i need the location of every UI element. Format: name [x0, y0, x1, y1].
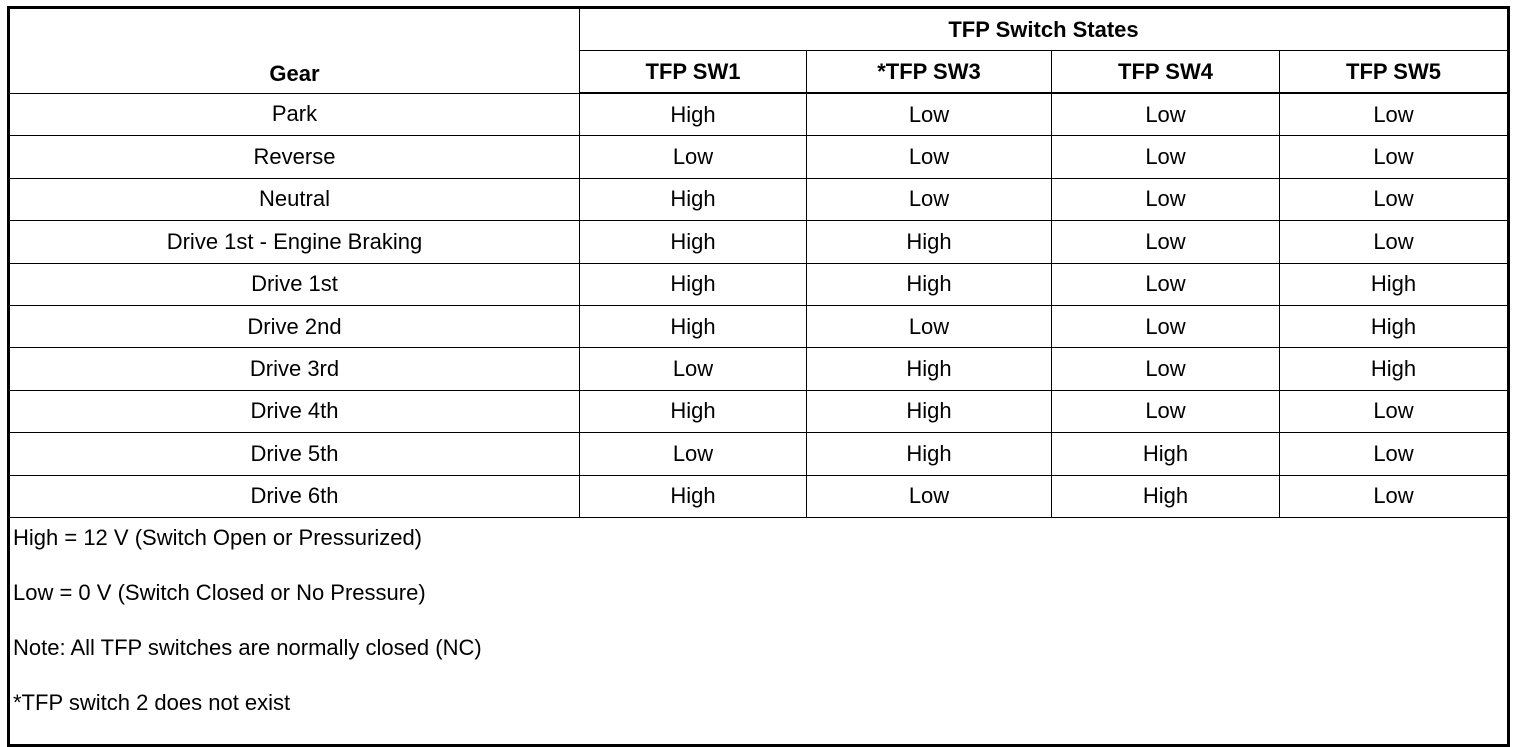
note: *TFP switch 2 does not exist [13, 689, 291, 715]
state-cell: High [1279, 262, 1509, 306]
notes-cell: High = 12 V (Switch Open or Pressurized)… [8, 516, 1509, 746]
note: High = 12 V (Switch Open or Pressurized) [13, 524, 423, 550]
state-cell: Low [1051, 177, 1280, 222]
column-header: *TFP SW3 [806, 50, 1052, 94]
state-cell: High [579, 304, 807, 349]
table-row: Drive 1st High High Low High [8, 262, 1509, 306]
state-cell: High [806, 432, 1052, 476]
state-cell: High [806, 347, 1052, 391]
gear-cell: Park [8, 92, 580, 137]
gear-cell: Drive 2nd [8, 304, 580, 349]
column-header: Gear [8, 7, 580, 94]
table-row: Park High Low Low Low [8, 92, 1509, 137]
state-cell: High [806, 262, 1052, 306]
table-row: Drive 3rd Low High Low High [8, 347, 1509, 391]
state-cell: High [1051, 432, 1280, 476]
note: Low = 0 V (Switch Closed or No Pressure) [13, 579, 426, 605]
state-cell: Low [806, 474, 1052, 518]
state-cell: Low [1279, 135, 1509, 179]
table-row: Neutral High Low Low Low [8, 177, 1509, 222]
state-cell: Low [1051, 304, 1280, 349]
state-cell: High [579, 389, 807, 434]
header-row: Gear TFP Switch States [8, 7, 1509, 94]
page: Gear TFP Switch States TFP SW1 *TFP SW3 TF… [7, 6, 1510, 747]
gear-cell: Drive 1st - Engine Braking [8, 220, 580, 264]
table-row: Drive 5th Low High High Low [8, 432, 1509, 476]
state-cell: Low [579, 432, 807, 476]
state-cell: High [1279, 304, 1509, 349]
table-row: Reverse Low Low Low Low [8, 135, 1509, 179]
column-header: TFP SW5 [1279, 50, 1509, 94]
group-header: TFP Switch States [579, 7, 1509, 51]
note: Note: All TFP switches are normally clos… [13, 634, 482, 660]
state-cell: Low [1279, 432, 1509, 476]
state-cell: Low [1051, 389, 1280, 434]
state-cell: High [579, 474, 807, 518]
state-cell: High [1279, 347, 1509, 391]
state-cell: Low [579, 347, 807, 391]
gear-cell: Drive 4th [8, 389, 580, 434]
column-header: TFP SW1 [579, 50, 807, 94]
state-cell: High [806, 389, 1052, 434]
state-cell: Low [1051, 135, 1280, 179]
state-cell: Low [579, 135, 807, 179]
state-cell: Low [1279, 389, 1509, 434]
notes-row: High = 12 V (Switch Open or Pressurized)… [8, 516, 1509, 746]
table-row: Drive 6th High Low High Low [8, 474, 1509, 518]
state-cell: Low [1051, 92, 1280, 137]
gear-cell: Drive 1st [8, 262, 580, 306]
state-cell: Low [806, 304, 1052, 349]
state-cell: High [1051, 474, 1280, 518]
state-cell: Low [806, 92, 1052, 137]
state-cell: High [806, 220, 1052, 264]
state-cell: Low [1279, 177, 1509, 222]
state-cell: Low [806, 135, 1052, 179]
state-cell: High [579, 92, 807, 137]
state-cell: Low [1051, 220, 1280, 264]
state-cell: Low [806, 177, 1052, 222]
table-row: Drive 2nd High Low Low High [8, 304, 1509, 349]
table-row: Drive 4th High High Low Low [8, 389, 1509, 434]
state-cell: High [579, 262, 807, 306]
table-row: Drive 1st - Engine Braking High High Low Low [8, 220, 1509, 264]
column-header: TFP SW4 [1051, 50, 1280, 94]
state-cell: Low [1051, 347, 1280, 391]
gear-cell: Drive 6th [8, 474, 580, 518]
switch-state-table: Gear TFP Switch States TFP SW1 *TFP SW3 TF… [7, 6, 1510, 747]
state-cell: Low [1279, 92, 1509, 137]
header-row: TFP SW1 *TFP SW3 TFP SW4 TFP SW5 [9, 50, 1509, 94]
gear-cell: Neutral [8, 177, 580, 222]
state-cell: Low [1279, 220, 1509, 264]
gear-cell: Drive 5th [8, 432, 580, 476]
gear-cell: Drive 3rd [8, 347, 580, 391]
state-cell: Low [1279, 474, 1509, 518]
state-cell: High [579, 220, 807, 264]
state-cell: High [579, 177, 807, 222]
table-body: Park High Low Low Low Reverse Low Low Low Low Neut… [8, 92, 1509, 746]
state-cell: Low [1051, 262, 1280, 306]
gear-cell: Reverse [8, 135, 580, 179]
